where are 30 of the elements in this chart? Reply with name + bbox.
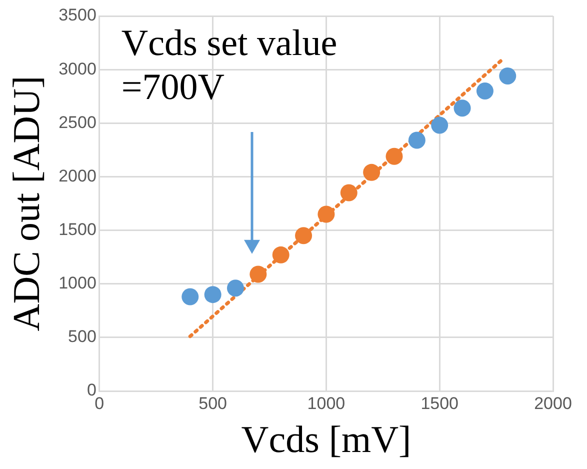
point xyxy=(363,164,380,181)
x-tick-label: 2000 xyxy=(534,394,572,413)
x-tick-label: 1500 xyxy=(420,394,459,413)
y-tick-label: 3000 xyxy=(58,59,96,78)
point xyxy=(408,132,426,149)
y-tick-label: 0 xyxy=(86,380,96,400)
y-tick-label: 1500 xyxy=(58,220,96,239)
x-axis-title: Vcds [mV] xyxy=(241,419,412,462)
point xyxy=(454,100,471,117)
point xyxy=(340,184,358,202)
point xyxy=(226,280,244,297)
point xyxy=(499,68,516,84)
point xyxy=(476,82,494,100)
point xyxy=(386,148,403,165)
y-tick-label: 500 xyxy=(68,327,96,346)
point xyxy=(295,227,312,244)
point xyxy=(318,206,335,223)
point xyxy=(204,286,222,304)
annotation: Vcds set value =700V xyxy=(121,22,338,110)
point xyxy=(250,266,267,283)
x-tick-label: 1000 xyxy=(307,394,346,413)
y-tick-label: 3500 xyxy=(58,6,96,25)
y-tick-label: 2500 xyxy=(58,112,96,132)
point xyxy=(182,288,199,306)
point xyxy=(431,116,448,134)
point xyxy=(272,246,290,264)
y-tick-label: 2000 xyxy=(58,166,96,186)
y-axis-title: ADC out [ADU] xyxy=(6,76,48,332)
y-tick-label: 1000 xyxy=(58,274,96,293)
x-tick-label: 500 xyxy=(198,394,227,413)
